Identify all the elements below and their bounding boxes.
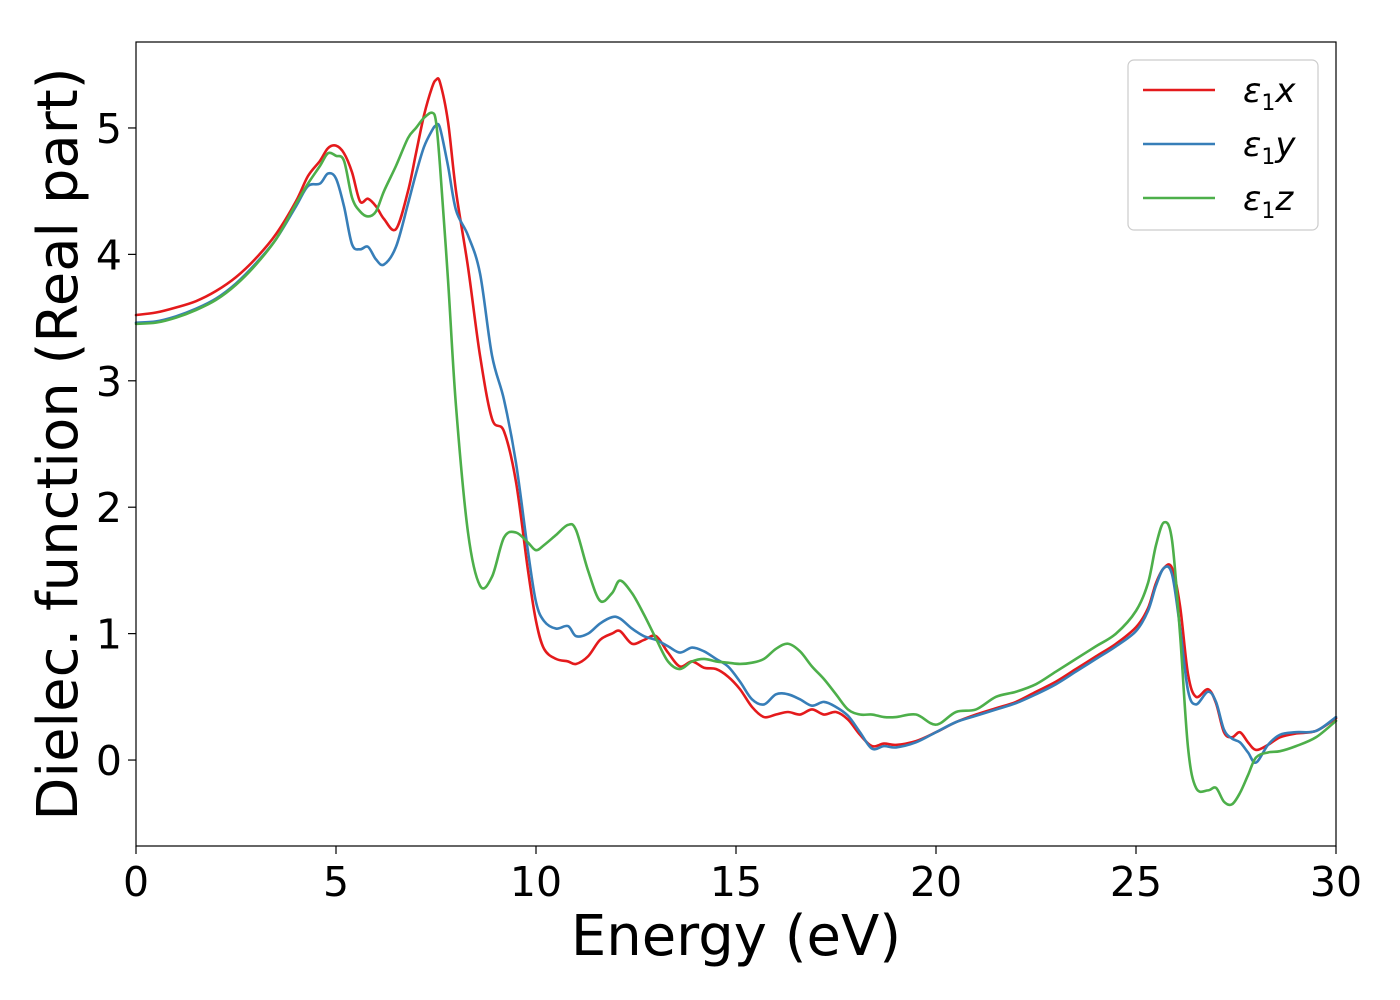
y-axis-title: Dielec. function (Real part) — [26, 67, 91, 820]
x-tick-label: 30 — [1310, 858, 1362, 906]
y-tick-label: 2 — [96, 484, 122, 532]
series-lines — [134, 76, 1338, 807]
x-tick-label: 5 — [323, 858, 349, 906]
legend-box — [1127, 59, 1319, 231]
y-tick-label: 4 — [96, 231, 122, 279]
x-tick-label: 25 — [1110, 858, 1162, 906]
series-line-y — [134, 122, 1338, 764]
legend-label-x: ε1x — [1243, 71, 1296, 116]
x-tick-label: 15 — [710, 858, 762, 906]
x-axis-title: Energy (eV) — [571, 904, 901, 969]
x-tick-label: 20 — [910, 858, 962, 906]
y-tick-label: 3 — [96, 358, 122, 406]
x-tick-label: 10 — [510, 858, 562, 906]
x-axis: 0 5 10 15 20 25 30 — [123, 846, 1362, 906]
legend-label-z: ε1z — [1243, 179, 1294, 224]
y-axis: 0 1 2 3 4 5 — [96, 105, 136, 785]
x-tick-label: 0 — [123, 858, 149, 906]
y-tick-label: 0 — [96, 737, 122, 785]
y-tick-label: 5 — [96, 105, 122, 153]
series-line-z — [134, 111, 1338, 807]
y-tick-label: 1 — [96, 611, 122, 659]
legend: ε1x ε1y ε1z — [1127, 59, 1319, 231]
legend-label-y: ε1y — [1243, 125, 1296, 170]
